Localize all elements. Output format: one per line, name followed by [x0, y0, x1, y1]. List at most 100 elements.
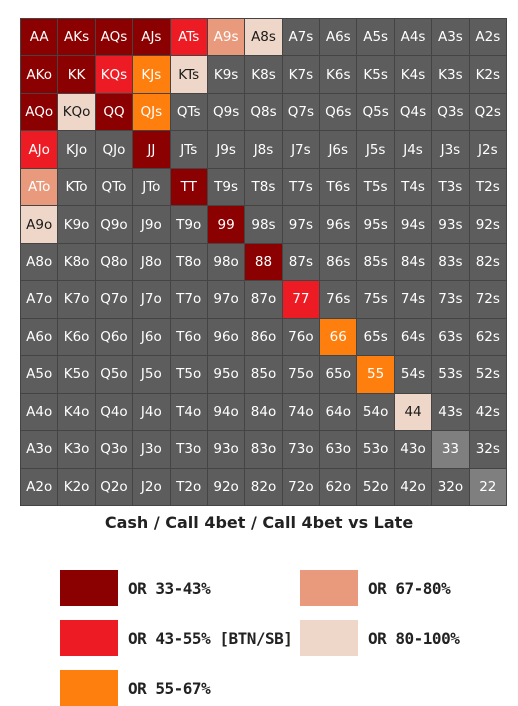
hand-cell: T3s — [432, 168, 469, 206]
hand-cell: J4o — [133, 393, 170, 431]
hand-cell: KK — [58, 56, 95, 93]
hand-cell: Q4o — [95, 393, 133, 431]
hand-cell: T2o — [170, 468, 207, 505]
hand-cell: 84o — [245, 393, 282, 431]
hand-cell: K7o — [58, 281, 95, 318]
hand-cell: J3o — [133, 431, 170, 468]
legend-label: OR 80-100% — [368, 628, 460, 648]
hand-cell: Q5s — [357, 93, 394, 131]
hand-cell: A3o — [21, 431, 58, 468]
hand-cell: T4s — [394, 168, 432, 206]
hand-cell: 22 — [469, 468, 506, 505]
hand-cell: J8s — [245, 131, 282, 168]
hand-cell: 93s — [432, 206, 469, 243]
hand-cell: 86s — [320, 243, 357, 281]
hand-cell: K3o — [58, 431, 95, 468]
hand-cell: K9s — [207, 56, 245, 93]
hand-cell: K4s — [394, 56, 432, 93]
hand-cell: J3s — [432, 131, 469, 168]
hand-cell: 44 — [394, 393, 432, 431]
hand-cell: 32s — [469, 431, 506, 468]
hand-cell: 72s — [469, 281, 506, 318]
hand-cell: Q2s — [469, 93, 506, 131]
hand-cell: 72o — [282, 468, 320, 505]
hand-cell: A7o — [21, 281, 58, 318]
hand-cell: 54o — [357, 393, 394, 431]
hand-cell: 43s — [432, 393, 469, 431]
hand-cell: J7s — [282, 131, 320, 168]
hand-cell: 97o — [207, 281, 245, 318]
hand-cell: 64s — [394, 318, 432, 356]
hand-cell: JJ — [133, 131, 170, 168]
hand-cell: 86o — [245, 318, 282, 356]
hand-cell: T4o — [170, 393, 207, 431]
hand-cell: KQo — [58, 93, 95, 131]
hand-cell: 83s — [432, 243, 469, 281]
legend-item-or-43-55: OR 43-55% [BTN/SB] — [60, 620, 293, 656]
hand-cell: A8s — [245, 19, 282, 56]
hand-cell: J4s — [394, 131, 432, 168]
hand-cell: Q6s — [320, 93, 357, 131]
hand-cell: Q8o — [95, 243, 133, 281]
hand-cell: 33 — [432, 431, 469, 468]
hand-cell: AKs — [58, 19, 95, 56]
hand-cell: K5o — [58, 356, 95, 393]
hand-cell: Q6o — [95, 318, 133, 356]
hand-cell: A9s — [207, 19, 245, 56]
hand-cell: A5o — [21, 356, 58, 393]
hand-cell: J7o — [133, 281, 170, 318]
hand-cell: J6s — [320, 131, 357, 168]
hand-cell: 65o — [320, 356, 357, 393]
hand-cell: J5s — [357, 131, 394, 168]
hand-cell: Q4s — [394, 93, 432, 131]
hand-cell: K3s — [432, 56, 469, 93]
hand-cell: 97s — [282, 206, 320, 243]
hand-cell: K4o — [58, 393, 95, 431]
hand-cell: Q9o — [95, 206, 133, 243]
hand-cell: 96o — [207, 318, 245, 356]
hand-cell: 98o — [207, 243, 245, 281]
hand-cell: Q9s — [207, 93, 245, 131]
hand-cell: 62o — [320, 468, 357, 505]
hand-cell: A5s — [357, 19, 394, 56]
hand-cell: 52s — [469, 356, 506, 393]
hand-cell: 76o — [282, 318, 320, 356]
hand-cell: 42o — [394, 468, 432, 505]
hand-cell: 55 — [357, 356, 394, 393]
hand-cell: AQo — [21, 93, 58, 131]
hand-cell: 83o — [245, 431, 282, 468]
hand-cell: 98s — [245, 206, 282, 243]
hand-cell: 87o — [245, 281, 282, 318]
hand-cell: KTo — [58, 168, 95, 206]
hand-cell: T6o — [170, 318, 207, 356]
hand-cell: K8o — [58, 243, 95, 281]
hand-cell: QJo — [95, 131, 133, 168]
hand-cell: 54s — [394, 356, 432, 393]
hand-cell: 75o — [282, 356, 320, 393]
hand-cell: K2o — [58, 468, 95, 505]
hand-cell: A4s — [394, 19, 432, 56]
hand-cell: 96s — [320, 206, 357, 243]
hand-cell: KJs — [133, 56, 170, 93]
hand-cell: JTs — [170, 131, 207, 168]
hand-cell: K6s — [320, 56, 357, 93]
legend-swatch — [300, 570, 358, 606]
hand-cell: 75s — [357, 281, 394, 318]
hand-cell: K7s — [282, 56, 320, 93]
hand-cell: KTs — [170, 56, 207, 93]
hand-cell: 63s — [432, 318, 469, 356]
hand-cell: AJs — [133, 19, 170, 56]
hand-cell: 62s — [469, 318, 506, 356]
hand-cell: A6o — [21, 318, 58, 356]
hand-cell: A9o — [21, 206, 58, 243]
hand-cell: 93o — [207, 431, 245, 468]
hand-cell: 64o — [320, 393, 357, 431]
hand-cell: QTo — [95, 168, 133, 206]
hand-cell: KJo — [58, 131, 95, 168]
hand-cell: K9o — [58, 206, 95, 243]
hand-cell: Q3s — [432, 93, 469, 131]
legend-label: OR 43-55% [BTN/SB] — [128, 628, 293, 648]
hand-cell: T7o — [170, 281, 207, 318]
hand-range-grid: AA AKs AQs AJs ATs A9s A8s A7s A6s A5s A4s A3s A2s AK… — [20, 18, 507, 506]
hand-cell: K2s — [469, 56, 506, 93]
